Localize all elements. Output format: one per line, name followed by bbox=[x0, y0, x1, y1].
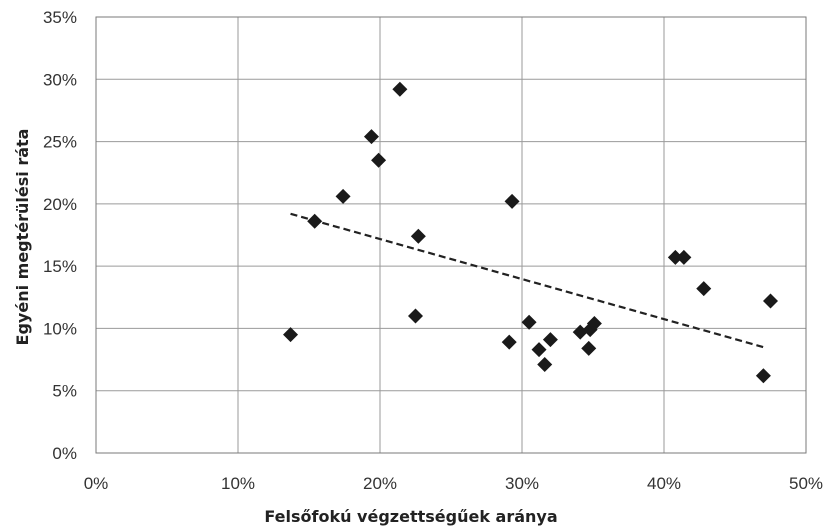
x-tick-label: 10% bbox=[221, 474, 255, 493]
y-tick-label: 15% bbox=[43, 257, 77, 276]
data-point bbox=[392, 81, 408, 97]
x-tick-label: 20% bbox=[363, 474, 397, 493]
data-points bbox=[283, 81, 778, 384]
x-tick-label: 0% bbox=[84, 474, 109, 493]
x-tick-label: 40% bbox=[647, 474, 681, 493]
data-point bbox=[501, 334, 517, 350]
y-axis-title: Egyéni megtérülési ráta bbox=[13, 129, 32, 346]
data-point bbox=[531, 342, 547, 358]
x-tick-label: 50% bbox=[789, 474, 823, 493]
x-axis-title: Felsőfokú végzettségűek aránya bbox=[264, 507, 557, 526]
data-point bbox=[363, 129, 379, 145]
data-point bbox=[307, 213, 323, 229]
data-point bbox=[581, 340, 597, 356]
data-point bbox=[371, 152, 387, 168]
y-tick-label: 25% bbox=[43, 133, 77, 152]
data-point bbox=[504, 193, 520, 209]
data-point bbox=[521, 314, 537, 330]
data-point bbox=[537, 357, 553, 373]
data-point bbox=[696, 281, 712, 297]
data-point bbox=[763, 293, 778, 309]
data-point bbox=[335, 188, 351, 204]
data-point bbox=[586, 315, 602, 331]
data-point bbox=[676, 249, 692, 265]
x-axis-tick-labels: 0% 10% 20% 30% 40% 50% bbox=[84, 474, 823, 493]
y-tick-label: 10% bbox=[43, 319, 77, 338]
y-tick-label: 20% bbox=[43, 195, 77, 214]
data-point bbox=[542, 332, 558, 348]
data-point bbox=[667, 249, 683, 265]
plot-area-frame bbox=[95, 16, 807, 454]
data-point bbox=[408, 308, 423, 324]
y-axis-tick-labels: 0% 5% 10% 15% 20% 25% 30% 35% bbox=[43, 8, 77, 463]
data-point bbox=[755, 368, 771, 384]
gridlines bbox=[95, 16, 807, 454]
data-point bbox=[410, 228, 426, 244]
trendline bbox=[290, 212, 764, 349]
y-tick-label: 30% bbox=[43, 70, 77, 89]
y-tick-label: 35% bbox=[43, 8, 77, 27]
x-tick-label: 30% bbox=[505, 474, 539, 493]
data-point bbox=[283, 327, 299, 343]
y-tick-label: 5% bbox=[52, 382, 77, 401]
y-tick-label: 0% bbox=[52, 444, 77, 463]
